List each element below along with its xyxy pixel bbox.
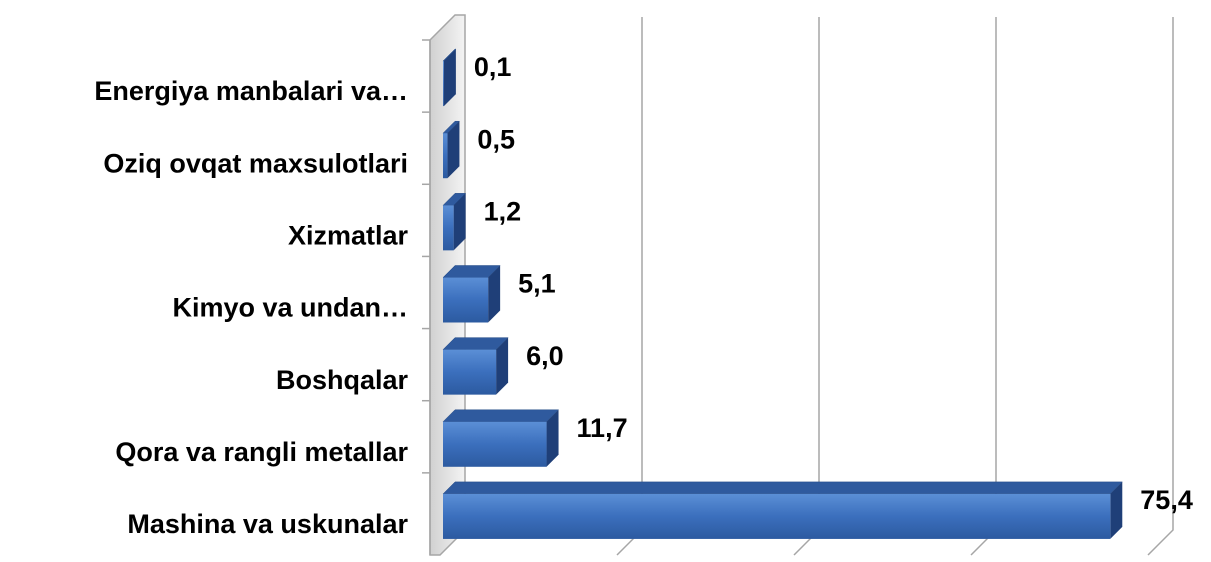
y-tick-label: Qora va rangli metallar [115,437,408,467]
value-label: 11,7 [577,413,628,443]
bar-side [1110,481,1123,539]
bar-side [447,121,460,179]
bar-top [442,409,560,423]
value-label: 75,4 [1140,485,1193,515]
grid-line [793,17,820,556]
value-label: 0,5 [477,124,515,154]
value-label: 5,1 [518,269,556,299]
bar-side [453,193,466,251]
bar [443,493,1111,539]
grid-line [616,17,643,556]
bar [443,133,448,179]
grid-line [970,17,997,556]
value-label: 0,1 [474,52,512,82]
bar-top [442,481,1123,495]
value-label: 6,0 [526,341,564,371]
bar [443,277,489,323]
bar-side [488,265,501,323]
y-tick-label: Oziq ovqat maxsulotlari [103,148,408,178]
value-label: 1,2 [484,196,522,226]
bar-side [443,49,456,107]
bar [443,349,497,395]
bar-side [546,409,559,467]
y-tick-label: Xizmatlar [288,220,409,250]
grid-line [1147,17,1174,556]
y-tick-label: Energiya manbalari va… [94,76,408,106]
y-tick-label: Boshqalar [276,365,409,395]
bar [443,61,444,107]
bar-side [496,337,509,395]
y-tick-label: Mashina va uskunalar [127,509,408,539]
bar [443,205,454,251]
y-tick-label: Kimyo va undan… [172,293,408,323]
bar [443,421,547,467]
